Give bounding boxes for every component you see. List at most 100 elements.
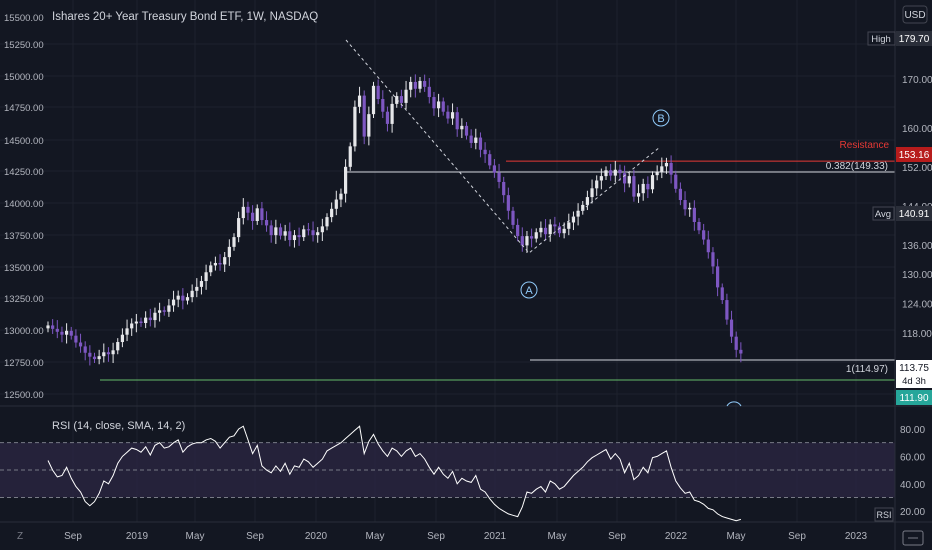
candle-body bbox=[311, 230, 315, 236]
candle bbox=[469, 129, 473, 149]
candle bbox=[134, 313, 138, 333]
candle-body bbox=[660, 166, 664, 172]
rsi-axis-tick: 20.00 bbox=[900, 507, 925, 518]
log-toggle-icon[interactable] bbox=[902, 530, 924, 546]
candle bbox=[567, 213, 571, 236]
candle-body bbox=[590, 188, 594, 198]
candle bbox=[683, 191, 687, 216]
candle bbox=[209, 261, 213, 277]
candle bbox=[539, 221, 543, 238]
candle bbox=[474, 128, 478, 150]
candle-body bbox=[413, 81, 417, 89]
candle-body bbox=[325, 217, 329, 227]
candle bbox=[618, 164, 622, 181]
currency-label: USD bbox=[904, 10, 925, 21]
currency-button[interactable] bbox=[902, 5, 928, 24]
candle bbox=[604, 166, 608, 181]
candle bbox=[278, 223, 283, 240]
candle bbox=[632, 169, 636, 202]
avg-badge bbox=[896, 206, 932, 221]
rsi-axis-tick: 40.00 bbox=[900, 480, 925, 491]
candle-body bbox=[237, 218, 241, 238]
candle bbox=[102, 343, 106, 363]
candle bbox=[348, 142, 352, 171]
candle bbox=[316, 227, 320, 243]
time-axis[interactable]: Sep 2019 May Sep 2020 May Sep 2021 May Sep 2022 May… bbox=[64, 531, 867, 542]
candle-body bbox=[567, 222, 571, 229]
candle-body bbox=[641, 183, 645, 194]
wave-a-marker[interactable] bbox=[520, 281, 538, 299]
candle bbox=[543, 219, 548, 241]
candle-body bbox=[60, 331, 64, 335]
candle-body bbox=[255, 208, 259, 222]
high-value: 179.70 bbox=[899, 34, 930, 45]
candle-body bbox=[399, 96, 403, 103]
candle-body bbox=[478, 137, 483, 150]
candle bbox=[441, 97, 445, 116]
candle-body bbox=[492, 165, 496, 173]
candle bbox=[116, 338, 120, 355]
candle bbox=[311, 221, 315, 242]
candle-body bbox=[223, 257, 227, 265]
candle bbox=[516, 218, 520, 242]
candle-body bbox=[623, 173, 627, 184]
left-price-axis[interactable]: 15500.00 15250.00 15000.00 14750.00 14500.00… bbox=[4, 13, 44, 401]
candle-body bbox=[116, 342, 120, 351]
wave-b-marker[interactable] bbox=[652, 109, 670, 127]
time-axis-tick: 2019 bbox=[126, 531, 149, 542]
candle-body bbox=[571, 216, 576, 223]
candle bbox=[199, 275, 204, 295]
wave-b-label: B bbox=[657, 113, 664, 125]
candle bbox=[395, 92, 399, 108]
candle-body bbox=[74, 335, 78, 343]
candle-body bbox=[51, 325, 55, 329]
candle bbox=[325, 213, 329, 231]
candle bbox=[130, 318, 134, 336]
candle-body bbox=[599, 176, 603, 181]
candle bbox=[478, 132, 483, 158]
candle-body bbox=[720, 287, 724, 301]
candles[interactable] bbox=[46, 74, 743, 366]
candle bbox=[450, 103, 455, 125]
candle bbox=[511, 206, 515, 229]
candle-body bbox=[609, 170, 613, 176]
candle bbox=[288, 222, 292, 247]
candle-body bbox=[604, 170, 608, 177]
zoom-icon[interactable]: Z bbox=[17, 531, 23, 542]
candle-body bbox=[102, 352, 106, 357]
candle-body bbox=[455, 112, 459, 130]
high-tag bbox=[867, 31, 896, 46]
candle bbox=[60, 326, 64, 343]
wave-c-marker[interactable] bbox=[726, 401, 742, 407]
candle-body bbox=[595, 180, 599, 189]
candle bbox=[418, 77, 422, 93]
time-axis-tick: Sep bbox=[608, 531, 626, 542]
candle bbox=[506, 187, 510, 220]
candle-body bbox=[55, 328, 59, 332]
candle-body bbox=[357, 95, 362, 107]
candle-body bbox=[464, 125, 469, 136]
candle-body bbox=[292, 235, 297, 241]
candle-body bbox=[474, 137, 478, 143]
candle-body bbox=[260, 208, 264, 221]
candle bbox=[385, 106, 390, 132]
candle bbox=[330, 202, 334, 223]
time-axis-tick: 2020 bbox=[305, 531, 328, 542]
candle-body bbox=[618, 169, 622, 174]
candle bbox=[706, 230, 710, 259]
rsi-line bbox=[47, 425, 742, 522]
candle bbox=[292, 230, 297, 248]
left-axis-tick: 15500.00 bbox=[4, 13, 44, 24]
candle-body bbox=[669, 162, 673, 175]
candle bbox=[125, 319, 129, 342]
rsi-axis[interactable]: 80.00 60.00 40.00 20.00 bbox=[900, 425, 925, 518]
candle-body bbox=[274, 227, 278, 236]
candle-body bbox=[171, 299, 176, 306]
candle-body bbox=[153, 312, 157, 321]
time-axis-tick: Sep bbox=[788, 531, 806, 542]
candle bbox=[711, 247, 715, 274]
candle bbox=[195, 278, 199, 298]
candle bbox=[585, 190, 589, 211]
candle-body bbox=[65, 330, 69, 335]
